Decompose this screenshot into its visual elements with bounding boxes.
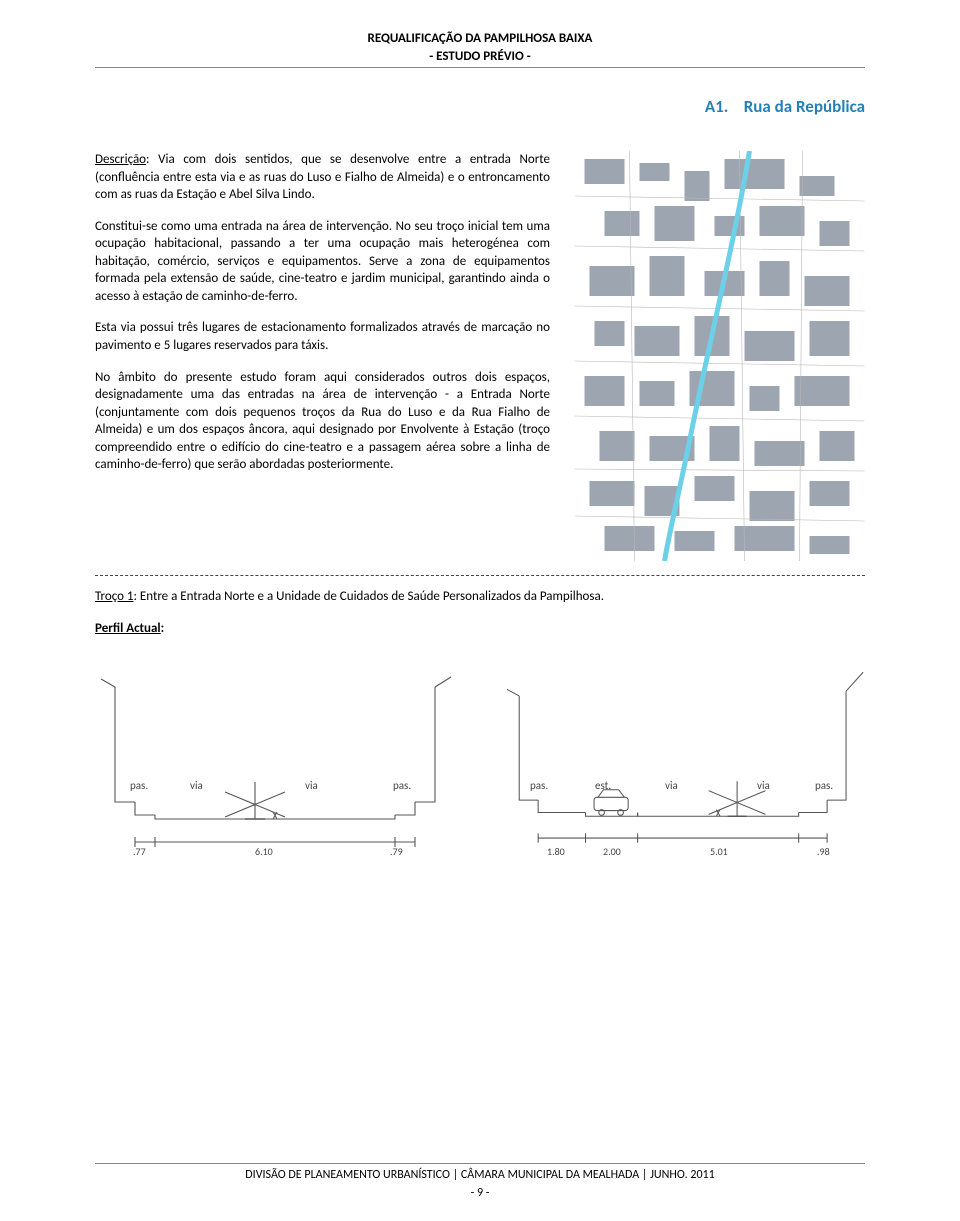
pr-lbl-1: est. xyxy=(595,779,611,794)
pr-lbl-3: via xyxy=(757,779,770,794)
pr-dim-3: .98 xyxy=(817,845,830,859)
profile-row: pas. via via pas. .77 6.10 .79 xyxy=(95,667,865,897)
paragraph-1-body: : Via com dois sentidos, que se desenvol… xyxy=(95,152,550,202)
text-column: Descrição: Via com dois sentidos, que se… xyxy=(95,151,550,561)
profile-right-svg xyxy=(505,667,865,867)
perfil-label: Perfil Actual xyxy=(95,621,161,636)
header-line2: - ESTUDO PRÉVIO - xyxy=(95,48,865,66)
pl-lbl-2: via xyxy=(305,779,318,794)
paragraph-2: Constitui-se como uma entrada na área de… xyxy=(95,218,550,306)
doc-header: REQUALIFICAÇÃO DA PAMPILHOSA BAIXA - EST… xyxy=(95,30,865,68)
troco-label: Troço 1 xyxy=(95,589,133,604)
paragraph-3: Esta via possui três lugares de estacion… xyxy=(95,319,550,354)
header-line1: REQUALIFICAÇÃO DA PAMPILHOSA BAIXA xyxy=(95,30,865,48)
pl-dim-0: .77 xyxy=(133,845,146,859)
dashed-separator xyxy=(95,575,865,576)
profile-left: pas. via via pas. .77 6.10 .79 xyxy=(95,667,455,897)
content-row: Descrição: Via com dois sentidos, que se… xyxy=(95,151,865,561)
pl-lbl-1: via xyxy=(190,779,203,794)
header-rule xyxy=(95,67,865,68)
heading-title: Rua da República xyxy=(744,96,865,117)
heading-num: A1. xyxy=(705,96,728,117)
pr-lbl-2: via xyxy=(665,779,678,794)
pr-dim-2: 5.01 xyxy=(710,845,728,859)
page: REQUALIFICAÇÃO DA PAMPILHOSA BAIXA - EST… xyxy=(0,0,960,1221)
page-number: - 9 - xyxy=(95,1185,865,1201)
map-svg xyxy=(574,151,865,561)
perfil-colon: : xyxy=(161,621,165,636)
footer-rule xyxy=(95,1163,865,1164)
pl-dim-1: 6.10 xyxy=(255,845,273,859)
troco-rest: : Entre a Entrada Norte e a Unidade de C… xyxy=(133,589,604,604)
map-column xyxy=(574,151,865,561)
pr-lbl-4: pas. xyxy=(815,779,833,794)
pr-dim-1: 2.00 xyxy=(603,845,621,859)
footer: DIVISÃO DE PLANEAMENTO URBANÍSTICO | CÂM… xyxy=(95,1163,865,1201)
profile-right: pas. est. via via pas. 1.80 2.00 5.01 .9… xyxy=(505,667,865,897)
paragraph-4: No âmbito do presente estudo foram aqui … xyxy=(95,369,550,474)
pr-lbl-0: pas. xyxy=(530,779,548,794)
descricao-label: Descrição xyxy=(95,152,146,167)
troco-line: Troço 1: Entre a Entrada Norte e a Unida… xyxy=(95,588,865,606)
perfil-label-line: Perfil Actual: xyxy=(95,620,865,638)
pl-lbl-0: pas. xyxy=(130,779,148,794)
footer-text: DIVISÃO DE PLANEAMENTO URBANÍSTICO | CÂM… xyxy=(95,1167,865,1183)
paragraph-1: Descrição: Via com dois sentidos, que se… xyxy=(95,151,550,204)
profile-left-svg xyxy=(95,667,455,867)
section-heading: A1. Rua da República xyxy=(95,96,865,119)
pr-dim-0: 1.80 xyxy=(547,845,565,859)
pl-lbl-3: pas. xyxy=(393,779,411,794)
pl-dim-2: .79 xyxy=(390,845,403,859)
